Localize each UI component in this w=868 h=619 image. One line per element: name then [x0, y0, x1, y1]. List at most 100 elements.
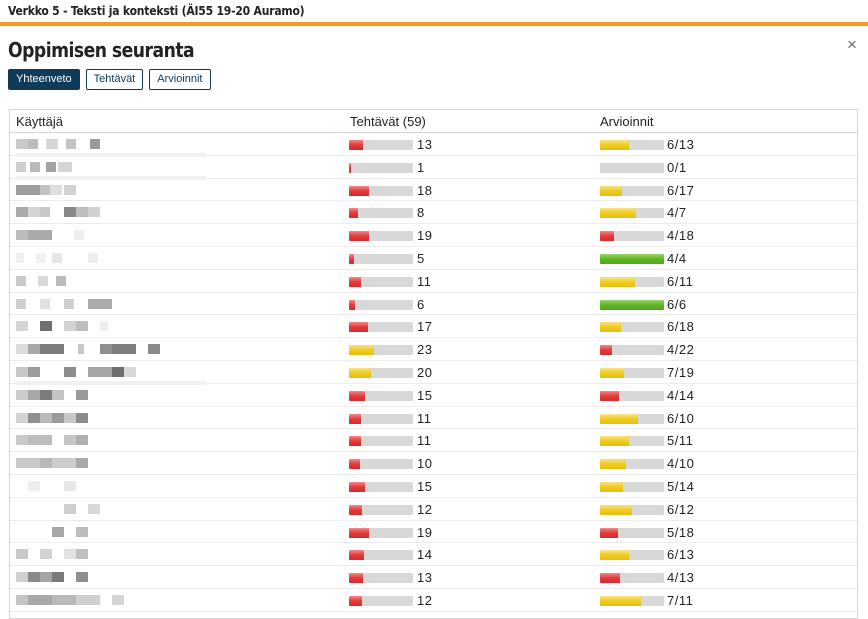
- table-row[interactable]: 13 6/13: [10, 133, 857, 157]
- reviews-progress-fill: [600, 527, 618, 538]
- tasks-count: 12: [417, 501, 433, 517]
- table-header: Käyttäjä Tehtävät (59) Arvioinnit: [10, 110, 857, 133]
- tasks-progress-bar: [349, 436, 413, 447]
- tasks-progress-bar: [349, 504, 413, 515]
- header-user[interactable]: Käyttäjä: [16, 114, 63, 129]
- user-name-redacted: [16, 204, 204, 220]
- tasks-count: 17: [417, 319, 433, 335]
- reviews-count: 0/1: [667, 159, 687, 175]
- tasks-count: 20: [417, 364, 433, 380]
- tasks-count: 12: [417, 592, 433, 608]
- tab-summary[interactable]: Yhteenveto: [8, 69, 80, 90]
- table-row[interactable]: 13 4/13: [10, 566, 857, 589]
- reviews-progress-bar: [600, 527, 664, 538]
- table-row[interactable]: 11 6/11: [10, 270, 857, 293]
- user-name-redacted: [16, 569, 204, 585]
- header-reviews[interactable]: Arvioinnit: [600, 114, 654, 129]
- table-row[interactable]: 12 7/11: [10, 589, 857, 612]
- reviews-progress-bar: [600, 504, 664, 515]
- header-tasks[interactable]: Tehtävät (59): [350, 114, 426, 129]
- reviews-progress-fill: [600, 573, 620, 584]
- reviews-progress-bar: [600, 595, 664, 606]
- user-name-redacted: [16, 455, 204, 471]
- close-icon[interactable]: ×: [847, 35, 857, 54]
- table-row[interactable]: 11 6/10: [10, 407, 857, 430]
- reviews-progress-bar: [600, 573, 664, 584]
- reviews-progress-bar: [600, 276, 664, 287]
- tasks-progress-fill: [349, 481, 365, 492]
- tasks-progress-bar: [349, 595, 413, 606]
- tasks-count: 10: [417, 456, 433, 472]
- reviews-count: 7/11: [667, 592, 694, 608]
- table-row[interactable]: 10 4/10: [10, 452, 857, 475]
- reviews-count: 4/14: [667, 387, 695, 403]
- tasks-progress-bar: [349, 299, 413, 310]
- reviews-progress-bar: [600, 481, 664, 492]
- course-header: Verkko 5 - Teksti ja konteksti (ÄI55 19-…: [0, 0, 868, 26]
- tasks-count: 8: [417, 205, 425, 221]
- reviews-progress-bar: [600, 162, 664, 173]
- reviews-progress-fill: [600, 345, 612, 356]
- tasks-progress-fill: [349, 276, 362, 287]
- reviews-count: 4/4: [667, 250, 687, 266]
- progress-table: Käyttäjä Tehtävät (59) Arvioinnit 13 6/13…: [9, 109, 858, 619]
- tasks-progress-fill: [349, 367, 371, 378]
- reviews-progress-bar: [600, 185, 664, 196]
- table-row[interactable]: 20 7/19: [10, 361, 857, 385]
- table-row[interactable]: 6 6/6: [10, 293, 857, 316]
- table-row[interactable]: 15 4/14: [10, 384, 857, 407]
- user-name-redacted: [16, 273, 204, 289]
- reviews-progress-fill: [600, 390, 619, 401]
- tasks-progress-fill: [349, 504, 362, 515]
- table-row[interactable]: 5 4/4: [10, 247, 857, 270]
- table-row[interactable]: 12 6/12: [10, 498, 857, 521]
- reviews-count: 6/10: [667, 410, 695, 426]
- reviews-progress-fill: [600, 481, 624, 492]
- reviews-progress-fill: [600, 185, 623, 196]
- tasks-count: 11: [417, 410, 432, 426]
- reviews-progress-bar: [600, 253, 664, 264]
- tasks-count: 15: [417, 387, 433, 403]
- tasks-count: 15: [417, 478, 433, 494]
- tab-tasks[interactable]: Tehtävät: [85, 69, 144, 90]
- tasks-count: 1: [417, 159, 425, 175]
- table-row[interactable]: 18 6/17: [10, 179, 857, 202]
- tasks-count: 6: [417, 296, 425, 312]
- tasks-progress-bar: [349, 367, 413, 378]
- user-name-redacted: [16, 136, 206, 157]
- table-row[interactable]: 23 4/22: [10, 338, 857, 361]
- user-name-redacted: [16, 524, 204, 540]
- table-row[interactable]: 17 6/18: [10, 315, 857, 339]
- tasks-progress-fill: [349, 595, 362, 606]
- table-row[interactable]: 11 5/11: [10, 429, 857, 453]
- reviews-progress-bar: [600, 345, 664, 356]
- table-row[interactable]: 8 4/7: [10, 201, 857, 225]
- user-name-redacted: [16, 478, 204, 494]
- tasks-progress-bar: [349, 185, 413, 196]
- reviews-count: 4/13: [667, 570, 695, 586]
- table-row[interactable]: 19 4/18: [10, 224, 857, 247]
- user-name-redacted: [16, 364, 206, 385]
- reviews-progress-fill: [600, 231, 615, 242]
- reviews-progress-fill: [600, 367, 624, 378]
- user-name-redacted: [16, 296, 204, 312]
- reviews-count: 5/11: [667, 433, 694, 449]
- tab-reviews[interactable]: Arvioinnit: [149, 69, 211, 90]
- tasks-progress-fill: [349, 253, 355, 264]
- tasks-progress-fill: [349, 390, 365, 401]
- table-row[interactable]: 19 5/18: [10, 521, 857, 544]
- tasks-progress-fill: [349, 322, 368, 333]
- tasks-count: 23: [417, 342, 433, 358]
- table-row[interactable]: 14 6/13: [10, 543, 857, 567]
- user-name-redacted: [16, 387, 204, 403]
- reviews-count: 4/7: [667, 205, 687, 221]
- reviews-progress-bar: [600, 208, 664, 219]
- user-name-redacted: [16, 159, 206, 180]
- reviews-progress-fill: [600, 459, 626, 470]
- reviews-progress-fill: [600, 550, 630, 561]
- modal-title: Oppimisen seuranta: [8, 38, 195, 62]
- user-name-redacted: [16, 546, 204, 562]
- table-row[interactable]: 15 5/14: [10, 475, 857, 498]
- reviews-count: 6/17: [667, 182, 695, 198]
- table-row[interactable]: 1 0/1: [10, 156, 857, 180]
